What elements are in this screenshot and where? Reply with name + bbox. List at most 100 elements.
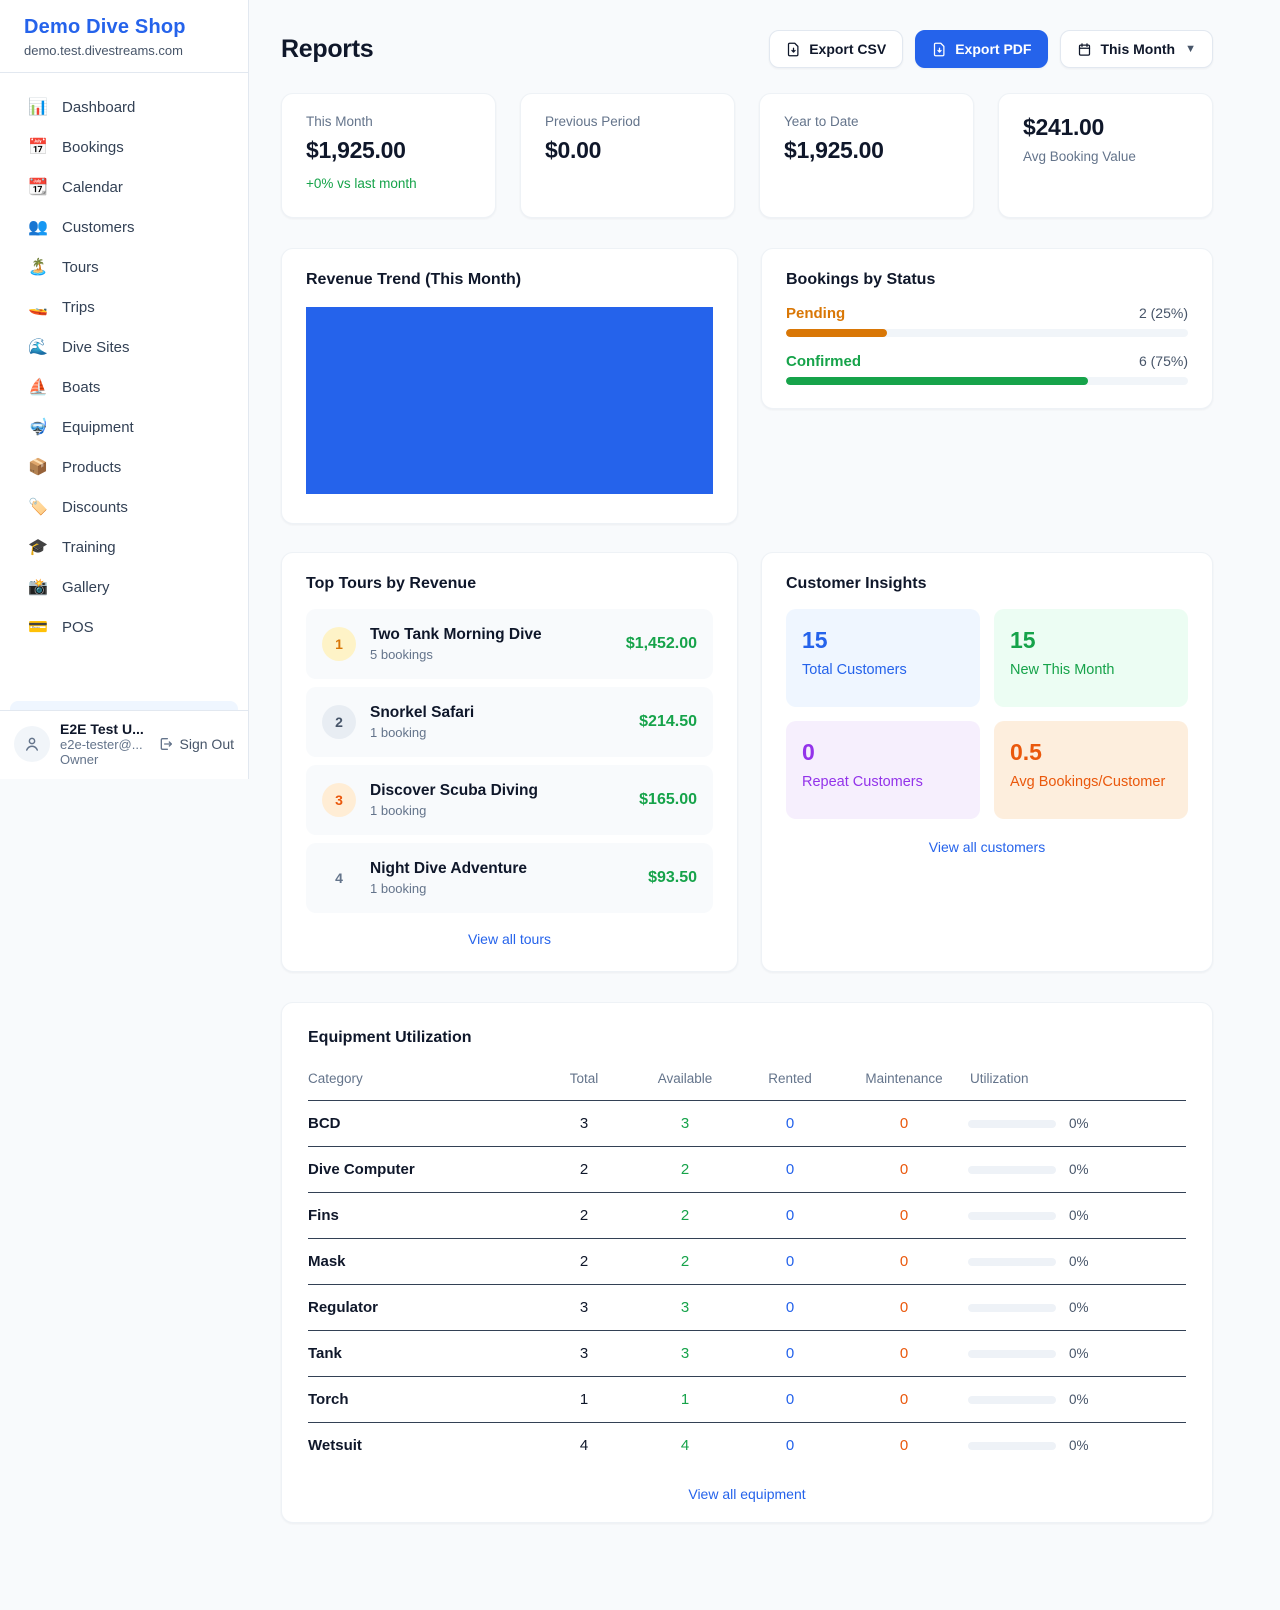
- column-header-rented: Rented: [740, 1061, 840, 1101]
- cell-total: 2: [538, 1238, 630, 1285]
- sidebar-item-pos[interactable]: 💳 POS: [10, 607, 238, 647]
- equipment-utilization-title: Equipment Utilization: [308, 1029, 472, 1046]
- rank-badge: 3: [322, 783, 356, 817]
- status-row-confirmed: Confirmed 6 (75%): [786, 353, 1188, 385]
- top-tours-title: Top Tours by Revenue: [306, 575, 477, 592]
- export-csv-button[interactable]: Export CSV: [769, 30, 904, 68]
- sidebar-item-discounts[interactable]: 🏷️ Discounts: [10, 487, 238, 527]
- sidebar-item-equipment[interactable]: 🤿 Equipment: [10, 407, 238, 447]
- utilization-bar: [968, 1303, 1056, 1312]
- utilization-bar: [968, 1395, 1056, 1404]
- sidebar-item-training[interactable]: 🎓 Training: [10, 527, 238, 567]
- view-all-customers-link[interactable]: View all customers: [928, 839, 1046, 855]
- export-pdf-label: Export PDF: [955, 41, 1032, 57]
- sidebar-active-item-partial[interactable]: [10, 701, 238, 710]
- page-title: Reports: [281, 34, 374, 63]
- bookings-by-status-title: Bookings by Status: [786, 271, 936, 288]
- status-label: Confirmed: [786, 353, 861, 370]
- stat-label: Previous Period: [545, 114, 641, 129]
- sidebar-divider: [0, 72, 248, 73]
- cell-maintenance: 0: [840, 1330, 968, 1377]
- sidebar-item-customers[interactable]: 👥 Customers: [10, 207, 238, 247]
- file-download-icon: [788, 42, 799, 56]
- sidebar-item-dive-sites[interactable]: 🌊 Dive Sites: [10, 327, 238, 367]
- sidebar-item-dashboard[interactable]: 📊 Dashboard: [10, 87, 238, 127]
- utilization-bar: [968, 1441, 1056, 1450]
- brand: Demo Dive Shop demo.test.divestreams.com: [0, 0, 248, 72]
- charts-row: Revenue Trend (This Month) Bookings by S…: [281, 248, 1213, 524]
- cell-available: 3: [630, 1330, 740, 1377]
- sidebar-item-trips[interactable]: 🚤 Trips: [10, 287, 238, 327]
- sidebar-item-gallery[interactable]: 📸 Gallery: [10, 567, 238, 607]
- sidebar-item-label: Customers: [62, 218, 135, 236]
- utilization-percent: 0%: [1069, 1438, 1089, 1453]
- cell-available: 2: [630, 1146, 740, 1193]
- tour-name: Two Tank Morning Dive: [370, 626, 542, 643]
- tour-revenue: $93.50: [648, 869, 697, 886]
- table-row: Regulator 3 3 0 0 0%: [308, 1284, 1186, 1331]
- cell-total: 2: [538, 1146, 630, 1193]
- island-icon: 🏝️: [28, 259, 48, 276]
- cell-total: 1: [538, 1376, 630, 1423]
- cell-utilization: 0%: [968, 1100, 1186, 1147]
- revenue-trend-chart: [306, 307, 713, 494]
- cell-total: 3: [538, 1284, 630, 1331]
- column-header-utilization: Utilization: [968, 1061, 1186, 1101]
- customer-insights-card: Customer Insights 15 Total Customers 15 …: [761, 552, 1213, 972]
- cell-available: 2: [630, 1192, 740, 1239]
- export-csv-label: Export CSV: [809, 41, 887, 57]
- tear-off-calendar-icon: 📆: [28, 179, 48, 196]
- insight-value: 0.5: [1010, 739, 1042, 765]
- sidebar-item-tours[interactable]: 🏝️ Tours: [10, 247, 238, 287]
- rank-badge: 1: [322, 627, 356, 661]
- calendar-icon: 📅: [28, 139, 48, 156]
- utilization-percent: 0%: [1069, 1254, 1089, 1269]
- cell-rented: 0: [740, 1330, 840, 1377]
- utilization-percent: 0%: [1069, 1116, 1089, 1131]
- cell-total: 2: [538, 1192, 630, 1239]
- cell-category: BCD: [308, 1100, 538, 1147]
- insight-tile-total-customers: 15 Total Customers: [786, 609, 980, 707]
- utilization-bar: [968, 1119, 1056, 1128]
- cell-category: Wetsuit: [308, 1437, 362, 1454]
- cell-maintenance: 0: [840, 1192, 968, 1239]
- sidebar-item-label: Equipment: [62, 418, 134, 436]
- cell-rented: 0: [740, 1146, 840, 1193]
- column-header-category: Category: [308, 1061, 538, 1101]
- table-row: Mask 2 2 0 0 0%: [308, 1238, 1186, 1285]
- sidebar-item-label: POS: [62, 618, 94, 636]
- cell-category: Fins: [308, 1192, 538, 1239]
- view-all-tours-link[interactable]: View all tours: [467, 931, 551, 947]
- cell-maintenance: 0: [840, 1100, 968, 1147]
- sign-out-icon: [160, 738, 172, 750]
- utilization-percent: 0%: [1069, 1300, 1089, 1315]
- table-row: BCD 3 3 0 0 0%: [308, 1100, 1186, 1147]
- camera-icon: 📸: [28, 579, 48, 596]
- tour-revenue: $214.50: [639, 713, 697, 730]
- table-row: Torch 1 1 0 0 0%: [308, 1376, 1186, 1423]
- view-all-equipment-link[interactable]: View all equipment: [688, 1486, 806, 1502]
- stats-row: This Month $1,925.00 +0% vs last month P…: [281, 93, 1213, 218]
- cell-utilization: 0%: [968, 1330, 1186, 1377]
- user-name: E2E Test U...: [60, 721, 144, 737]
- stat-card-this-month: This Month $1,925.00 +0% vs last month: [281, 93, 496, 218]
- export-pdf-button[interactable]: Export PDF: [915, 30, 1049, 68]
- tour-row: 4 Night Dive Adventure 1 booking $93.50: [306, 843, 713, 913]
- cell-rented: 0: [740, 1100, 840, 1147]
- sidebar-item-boats[interactable]: ⛵ Boats: [10, 367, 238, 407]
- sidebar-item-bookings[interactable]: 📅 Bookings: [10, 127, 238, 167]
- cell-maintenance: 0: [840, 1238, 968, 1285]
- cell-rented: 0: [740, 1376, 840, 1423]
- sidebar-item-calendar[interactable]: 📆 Calendar: [10, 167, 238, 207]
- sign-out-button[interactable]: Sign Out: [158, 736, 234, 752]
- status-progress-fill: [786, 377, 1088, 385]
- cell-utilization: 0%: [968, 1192, 1186, 1239]
- tour-row: 2 Snorkel Safari 1 booking $214.50: [306, 687, 713, 757]
- brand-domain: demo.test.divestreams.com: [24, 43, 183, 58]
- cell-utilization: 0%: [968, 1238, 1186, 1285]
- period-dropdown[interactable]: This Month ▼: [1060, 30, 1213, 68]
- graduation-cap-icon: 🎓: [28, 539, 48, 556]
- sidebar-item-products[interactable]: 📦 Products: [10, 447, 238, 487]
- cell-category: Dive Computer: [308, 1146, 538, 1193]
- cell-category: Torch: [308, 1376, 538, 1423]
